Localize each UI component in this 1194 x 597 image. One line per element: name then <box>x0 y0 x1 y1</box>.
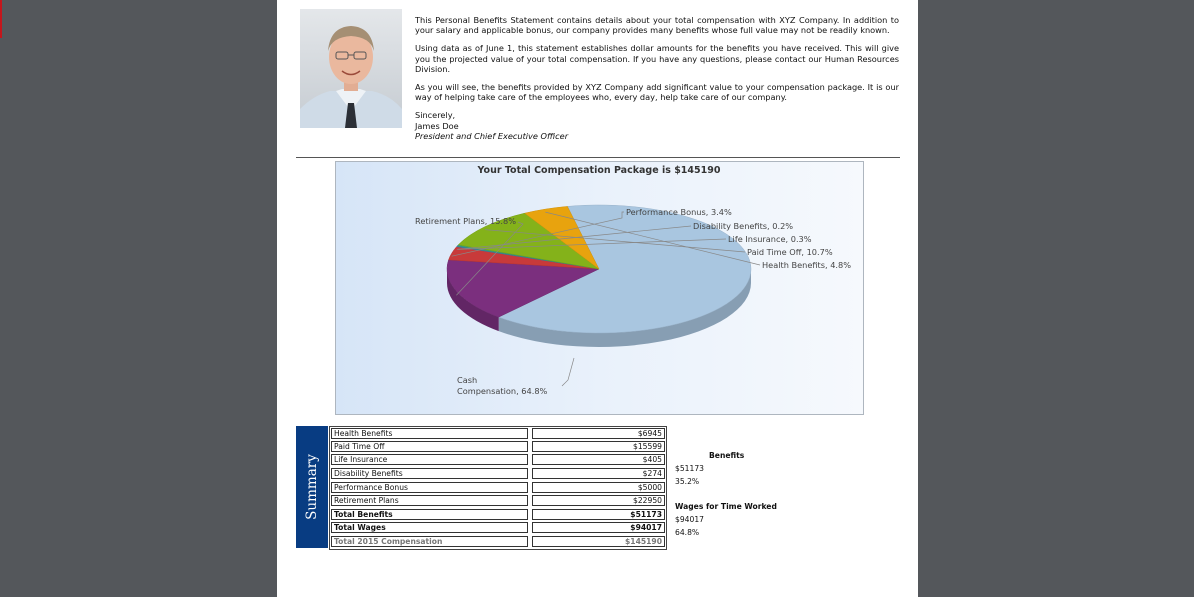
statement-page: This Personal Benefits Statement contain… <box>277 0 918 597</box>
row-value: $6945 <box>532 428 665 439</box>
summary-table: Health Benefits $6945 Paid Time Off $155… <box>329 426 667 550</box>
summary-tab-label: Summary <box>304 454 320 520</box>
signer-title: President and Chief Executive Officer <box>415 130 569 141</box>
pie-sides <box>447 269 751 347</box>
ceo-portrait-image <box>300 9 402 128</box>
compensation-pie-chart: Your Total Compensation Package is $1451… <box>335 161 864 415</box>
pie-slice-retirement-plans <box>446 259 600 318</box>
wages-heading: Wages for Time Worked <box>675 502 777 511</box>
row-value: $145190 <box>532 536 665 547</box>
row-value: $94017 <box>532 522 665 533</box>
pie-slice-cash-compensation <box>498 204 752 334</box>
row-value: $405 <box>532 454 665 465</box>
pie-labels: Retirement Plans, 15.8% Performance Bonus… <box>415 207 851 396</box>
row-label: Paid Time Off <box>331 441 528 452</box>
label-cash-compensation-leader <box>561 357 575 387</box>
row-label: Total Benefits <box>331 509 528 520</box>
letter-paragraph-3: As you will see, the benefits provided b… <box>415 82 899 103</box>
left-edge-marker <box>0 0 2 38</box>
pie-chart-svg: Your Total Compensation Package is $1451… <box>415 165 851 396</box>
benefits-amount: $51173 <box>675 464 704 473</box>
row-value: $5000 <box>532 482 665 493</box>
row-label: Health Benefits <box>331 428 528 439</box>
row-value: $22950 <box>532 495 665 506</box>
pie-tops <box>446 204 752 334</box>
benefits-heading: Benefits <box>709 451 745 460</box>
label-health-benefits-leader <box>545 211 761 266</box>
row-value: $274 <box>532 468 665 479</box>
label-performance-bonus: Performance Bonus, 3.4% <box>626 207 732 217</box>
letter-paragraph-1: This Personal Benefits Statement contain… <box>415 15 899 36</box>
row-label: Life Insurance <box>331 454 528 465</box>
row-label: Performance Bonus <box>331 482 528 493</box>
chart-title: Your Total Compensation Package is $1451… <box>477 165 721 176</box>
wages-percent: 64.8% <box>675 528 700 537</box>
label-life-insurance: Life Insurance, 0.3% <box>728 234 812 244</box>
label-paid-time-off: Paid Time Off, 10.7% <box>747 247 833 257</box>
label-performance-bonus-leader <box>451 211 624 257</box>
label-life-insurance-leader <box>457 238 727 250</box>
label-retirement-plans-leader <box>456 221 524 296</box>
row-label: Total 2015 Compensation <box>331 536 528 547</box>
pie-side-retirement-plans <box>447 269 499 332</box>
label-cash-compensation: Cash Compensation, 64.8% <box>457 375 548 396</box>
label-disability-benefits: Disability Benefits, 0.2% <box>693 221 793 231</box>
ceo-photo <box>300 9 402 128</box>
row-label: Retirement Plans <box>331 495 528 506</box>
label-retirement-plans: Retirement Plans, 15.8% <box>415 216 516 226</box>
letter-closing: Sincerely, <box>415 110 456 121</box>
label-paid-time-off-leader <box>485 229 746 253</box>
row-value: $51173 <box>532 509 665 520</box>
row-label: Disability Benefits <box>331 468 528 479</box>
wages-amount: $94017 <box>675 515 704 524</box>
row-label: Total Wages <box>331 522 528 533</box>
benefits-percent: 35.2% <box>675 477 700 486</box>
pie-slice-paid-time-off <box>457 212 600 270</box>
signer-name: James Doe <box>415 120 459 131</box>
ceo-letter: This Personal Benefits Statement contain… <box>415 15 899 141</box>
label-cash-compensation-line: Cash <box>457 375 477 385</box>
summary-tab: Summary <box>296 426 328 548</box>
pie-side-cash-compensation <box>498 269 751 347</box>
label-health-benefits: Health Benefits, 4.8% <box>762 260 851 270</box>
section-divider <box>296 157 900 158</box>
label-cash-compensation-line: Compensation, 64.8% <box>457 386 548 396</box>
pie-slice-health-benefits <box>524 206 600 270</box>
row-value: $15599 <box>532 441 665 452</box>
letter-paragraph-2: Using data as of June 1, this statement … <box>415 43 899 74</box>
label-disability-benefits-leader <box>456 225 692 250</box>
